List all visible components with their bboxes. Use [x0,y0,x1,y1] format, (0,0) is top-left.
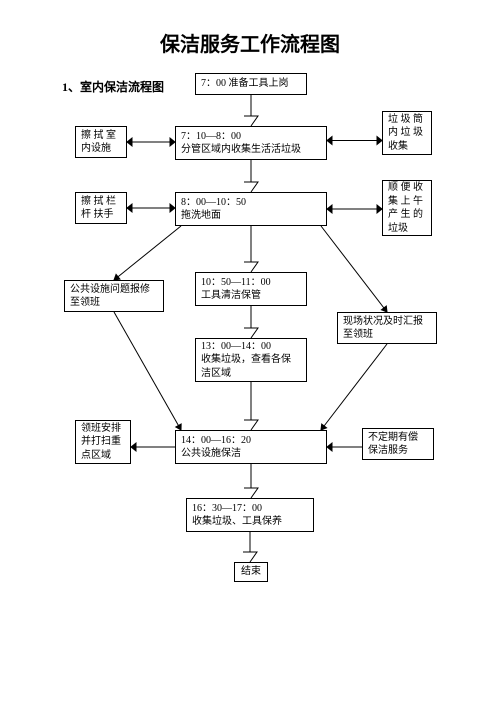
node-leftD: 领班安排 并打扫重 点区域 [75,420,131,464]
node-step3: 8：00—10：50 拖洗地面 [175,192,327,226]
section-label: 1、室内保洁流程图 [62,78,164,95]
node-step2: 7：10—8：00 分管区域内收集生活活垃圾 [175,126,327,160]
node-rightB: 顺 便 收 集 上 午 产 生 的 垃圾 [382,180,432,236]
node-step6: 14：00—16：20 公共设施保洁 [175,430,327,464]
node-step1: 7：00 准备工具上岗 [195,73,307,95]
node-step4: 10：50—11：00 工具清洁保管 [195,272,307,306]
node-step7: 16：30—17：00 收集垃圾、工具保养 [186,498,314,532]
page-title: 保洁服务工作流程图 [0,28,500,57]
node-leftC: 公共设施问题报修 至领班 [64,280,164,312]
node-rightD: 不定期有偿 保洁服务 [362,428,434,460]
page: 保洁服务工作流程图 1、室内保洁流程图 7：00 准备工具上岗 7：10—8：00… [0,0,500,707]
node-leftB: 擦 拭 栏 杆 扶手 [75,192,127,224]
node-rightA: 垃 圾 筒 内 垃 圾 收集 [382,111,432,155]
node-step5: 13：00—14：00 收集垃圾，查看各保 洁区域 [195,338,307,382]
node-rightC: 现场状况及时汇报 至领班 [337,312,437,344]
node-end: 结束 [234,562,268,582]
node-leftA: 擦 拭 室 内设施 [75,126,127,158]
